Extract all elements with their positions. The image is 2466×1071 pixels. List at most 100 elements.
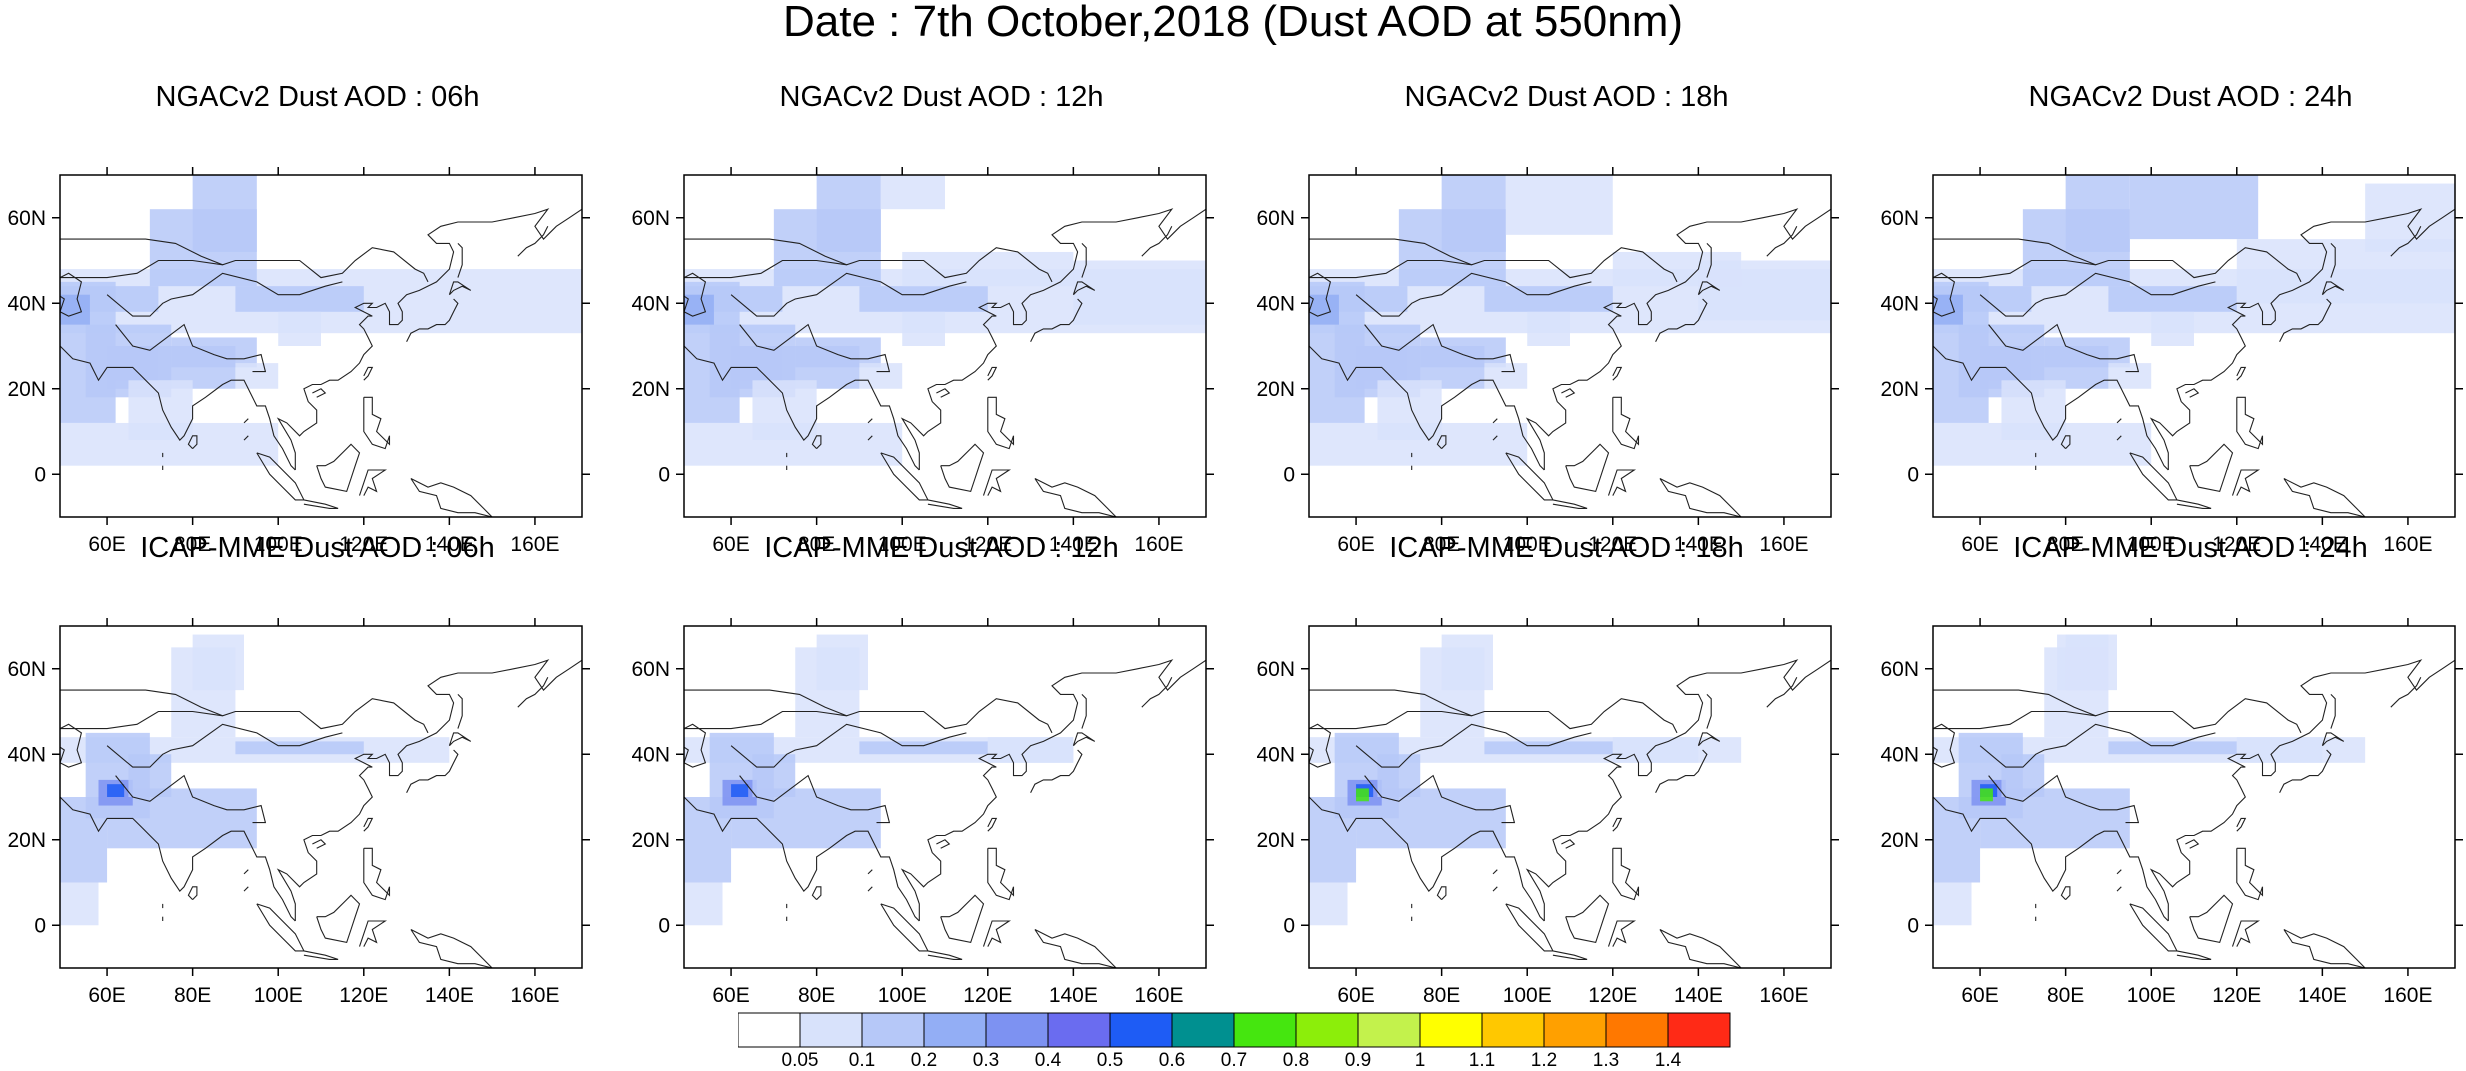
coastline (1309, 689, 1472, 717)
coastline (1141, 677, 1173, 708)
colorbar: 0.05 0.1 0.2 0.3 0.4 0.5 0.6 0.7 0.8 0.9 1 1.1 1.2 1.… (738, 1012, 1731, 1067)
x-tick-label: 60E (1961, 984, 1998, 1007)
coastline (358, 920, 388, 947)
dust-aod-cell (1309, 294, 1339, 325)
map-plot: 60E 80E 100E 120E 140E 160E 60N 40N 20N 0 (7, 618, 590, 1007)
colorbar-swatch (861, 1012, 925, 1048)
coastline (2185, 839, 2200, 849)
coastline (312, 839, 327, 849)
dust-aod-cell (107, 784, 125, 797)
coastline (2231, 469, 2261, 496)
coastline (115, 323, 267, 373)
x-tick-label: 120E (339, 533, 388, 556)
dust-aod-cell (2236, 737, 2366, 763)
x-tick-label: 80E (174, 533, 211, 556)
coastline (106, 723, 343, 768)
coastline (1659, 929, 1742, 968)
x-tick-label: 100E (254, 533, 303, 556)
dust-aod-cell (60, 294, 90, 325)
coastline (867, 869, 873, 875)
coastline (1081, 243, 1087, 278)
panel-title: NGACv2 Dust AOD : 06h (155, 81, 480, 113)
y-tick-label: 20N (7, 378, 46, 401)
coastline (900, 208, 1206, 470)
x-tick-label: 100E (254, 984, 303, 1007)
dust-aod-cell (902, 251, 1074, 287)
x-tick-label: 80E (798, 533, 835, 556)
coastline (1081, 694, 1087, 729)
coastline (1492, 435, 1498, 441)
dust-aod-cell (60, 882, 99, 926)
coastline (1072, 732, 1096, 747)
panel-title: NGACv2 Dust AOD : 24h (2028, 81, 2353, 113)
coastline (2231, 920, 2261, 947)
x-tick-label: 80E (2047, 533, 2084, 556)
coastline (1309, 238, 1472, 266)
coastline (982, 920, 1012, 947)
colorbar-label: 1 (1415, 1050, 1426, 1067)
x-tick-label: 60E (1337, 984, 1374, 1007)
coastline (1525, 659, 1831, 921)
colorbar-swatch (1295, 1012, 1359, 1048)
coastline (684, 247, 1053, 283)
map-panel: ICAP-MME Dust AOD : 12h 60E 80E 100E 120E 140… (624, 531, 1224, 1007)
coastline (1436, 435, 1447, 449)
coastline (106, 272, 343, 317)
y-tick-label: 60N (1880, 207, 1919, 230)
coastline (517, 226, 549, 257)
coastline (243, 869, 249, 875)
colorbar-label: 0.7 (1221, 1050, 1247, 1067)
coastline (2129, 452, 2178, 501)
dust-aod-cell (684, 882, 723, 926)
colorbar-label: 0.8 (1283, 1050, 1309, 1067)
coastline (60, 796, 296, 922)
dust-aod-cell (684, 422, 903, 466)
colorbar-swatch (1605, 1012, 1669, 1048)
coastline (410, 929, 493, 968)
dust-aod-cell (859, 286, 988, 312)
coastline (900, 659, 1206, 921)
x-tick-label: 140E (2298, 984, 2347, 1007)
coastline (1706, 243, 1712, 278)
dust-aod-cell (235, 363, 279, 389)
coastline (1034, 929, 1117, 968)
dust-aod-cell (1988, 346, 2032, 381)
coastline (2176, 950, 2212, 960)
coastline (940, 443, 985, 493)
x-tick-label: 80E (798, 984, 835, 1007)
y-tick-label: 20N (1880, 829, 1919, 852)
y-tick-label: 0 (1907, 463, 1919, 486)
x-tick-label: 60E (1337, 533, 1374, 556)
coastline (811, 886, 822, 900)
coastline (684, 698, 1053, 734)
y-tick-label: 40N (1256, 292, 1295, 315)
y-tick-label: 40N (7, 743, 46, 766)
y-tick-label: 60N (631, 658, 670, 681)
plot-frame (59, 174, 583, 518)
plot-frame (59, 625, 583, 969)
x-tick-label: 80E (2047, 984, 2084, 1007)
coastline (2185, 388, 2200, 398)
coastline (987, 817, 998, 832)
x-tick-label: 120E (1588, 533, 1637, 556)
y-tick-label: 60N (7, 207, 46, 230)
x-tick-label: 140E (1674, 984, 1723, 1007)
x-tick-label: 160E (2383, 984, 2432, 1007)
coastline (448, 732, 472, 747)
x-tick-label: 100E (2127, 533, 2176, 556)
coastline (1030, 298, 1083, 342)
coastline (60, 247, 429, 283)
colorbar-label: 1.1 (1469, 1050, 1495, 1067)
coastline (1436, 886, 1447, 900)
x-tick-label: 140E (425, 533, 474, 556)
coastline (2236, 817, 2247, 832)
coastline (517, 677, 549, 708)
coastline (1505, 903, 1554, 952)
x-tick-label: 120E (339, 984, 388, 1007)
map-plot: 60E 80E 100E 120E 140E 160E 60N 40N 20N 0 (631, 618, 1214, 1007)
x-tick-label: 60E (1961, 533, 1998, 556)
dust-aod-cell (684, 294, 714, 325)
x-tick-label: 160E (1759, 984, 1808, 1007)
y-tick-label: 40N (631, 292, 670, 315)
coastline (1659, 478, 1742, 517)
